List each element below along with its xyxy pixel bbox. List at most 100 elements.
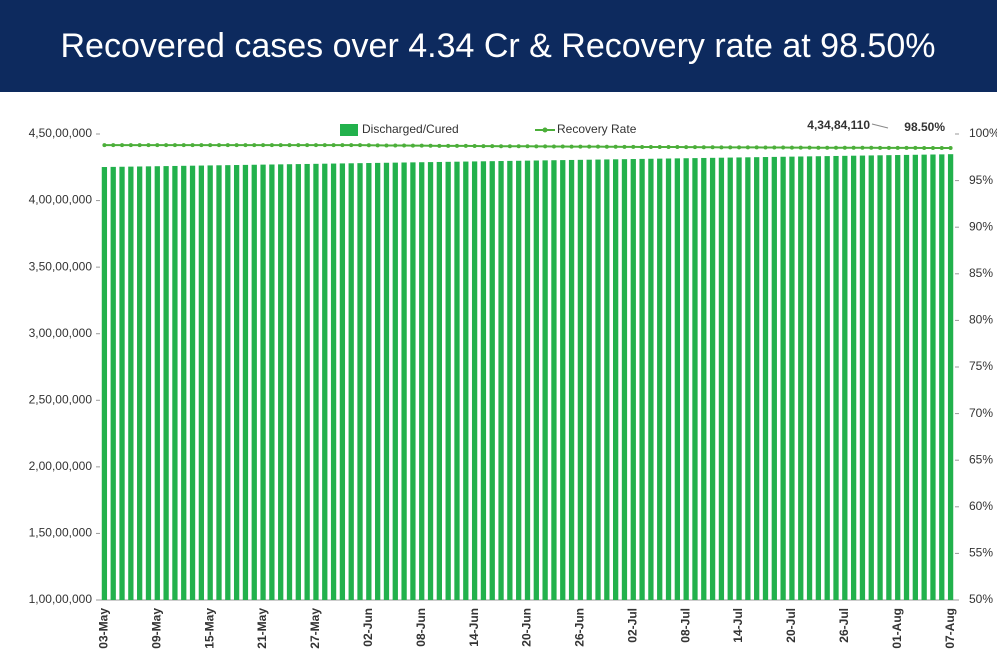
line-marker xyxy=(869,145,874,150)
bar xyxy=(806,156,813,601)
line-marker xyxy=(208,143,213,148)
line-marker xyxy=(816,145,821,150)
x-tick-label: 08-Jul xyxy=(678,608,692,643)
bar xyxy=(507,160,513,601)
line-marker xyxy=(913,145,918,150)
line-marker xyxy=(269,143,274,148)
line-marker xyxy=(640,144,645,149)
bar xyxy=(745,157,751,601)
line-marker xyxy=(842,145,847,150)
y2-tick-label: 75% xyxy=(969,359,993,373)
line-marker xyxy=(710,145,715,150)
bar xyxy=(295,164,301,601)
x-tick-label: 03-May xyxy=(97,608,111,649)
bar xyxy=(674,158,680,600)
line-marker xyxy=(384,143,389,148)
bar xyxy=(683,158,689,600)
line-marker xyxy=(631,144,636,149)
bar xyxy=(604,159,610,600)
line-marker xyxy=(499,144,504,149)
y-tick-label: 4,50,00,000 xyxy=(29,126,93,140)
bar xyxy=(850,155,857,601)
bar xyxy=(692,158,698,600)
line-marker xyxy=(234,143,239,148)
line-marker xyxy=(560,144,565,149)
y2-tick-label: 80% xyxy=(969,313,993,327)
y2-tick-label: 60% xyxy=(969,499,993,513)
bar xyxy=(665,158,672,600)
x-tick-label: 26-Jun xyxy=(573,608,587,647)
y2-tick-label: 50% xyxy=(969,592,993,606)
bar xyxy=(754,157,760,600)
line-marker xyxy=(525,144,530,149)
x-tick-label: 01-Aug xyxy=(890,608,904,649)
y-tick-label: 3,00,00,000 xyxy=(29,326,93,340)
value-label: 4,34,84,110 xyxy=(807,118,870,132)
bar xyxy=(657,158,663,601)
bar xyxy=(877,155,883,600)
bar xyxy=(410,162,416,600)
bar xyxy=(498,161,504,600)
line-marker xyxy=(684,145,689,150)
bar xyxy=(304,163,310,600)
line-marker xyxy=(569,144,574,149)
bar xyxy=(198,165,205,600)
x-tick-label: 08-Jun xyxy=(414,608,428,647)
line-marker xyxy=(146,143,151,148)
y-tick-label: 1,50,00,000 xyxy=(29,526,93,540)
x-tick-label: 21-May xyxy=(255,608,269,649)
line-marker xyxy=(349,143,354,148)
legend-label: Discharged/Cured xyxy=(362,122,459,136)
bar xyxy=(824,156,830,600)
line-marker xyxy=(904,145,909,150)
bar xyxy=(366,163,372,600)
line-marker xyxy=(851,145,856,150)
label-connector xyxy=(871,123,889,129)
line-marker xyxy=(120,143,125,148)
line-marker xyxy=(287,143,292,148)
line-marker xyxy=(490,144,495,149)
line-marker xyxy=(878,145,883,150)
bar xyxy=(330,163,337,600)
bar xyxy=(242,164,249,600)
x-tick-label: 02-Jul xyxy=(625,608,639,643)
line-marker xyxy=(675,145,680,150)
bar xyxy=(181,165,187,600)
line-marker xyxy=(648,144,653,149)
bar xyxy=(348,163,354,600)
bar xyxy=(701,157,707,601)
bar xyxy=(771,156,777,600)
line-marker xyxy=(102,143,107,148)
bar xyxy=(542,160,548,600)
bar xyxy=(859,155,866,600)
legend-label: Recovery Rate xyxy=(557,122,637,136)
line-marker xyxy=(172,143,177,148)
line-marker xyxy=(111,143,116,148)
line-marker xyxy=(666,145,671,150)
line-marker xyxy=(613,144,618,149)
line-marker xyxy=(754,145,759,150)
line-marker xyxy=(446,143,451,148)
line-marker xyxy=(155,143,160,148)
line-marker xyxy=(181,143,186,148)
line-marker xyxy=(137,143,142,148)
line-marker xyxy=(789,145,794,150)
bar xyxy=(419,162,425,600)
line-marker xyxy=(745,145,750,150)
line-marker xyxy=(322,143,327,148)
line-marker xyxy=(305,143,310,148)
line-marker xyxy=(737,145,742,150)
bar xyxy=(533,160,539,600)
line-marker xyxy=(419,143,424,148)
y2-tick-label: 90% xyxy=(969,219,993,233)
bar xyxy=(286,164,293,600)
line-marker xyxy=(331,143,336,148)
bar xyxy=(401,162,407,601)
bar xyxy=(119,166,125,600)
bar xyxy=(233,165,240,601)
line-marker xyxy=(216,143,221,148)
line-marker xyxy=(402,143,407,148)
bar xyxy=(639,158,645,601)
bar xyxy=(463,161,469,600)
x-tick-label: 20-Jul xyxy=(784,608,798,643)
